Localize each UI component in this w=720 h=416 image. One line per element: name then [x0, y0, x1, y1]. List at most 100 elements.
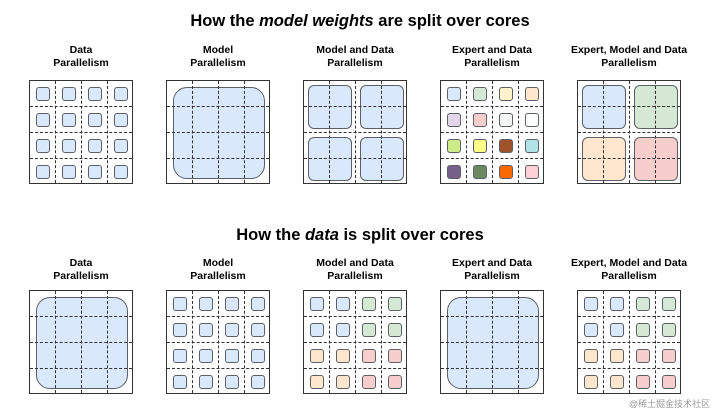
grid-line-vertical: [518, 291, 519, 393]
core-block: [173, 349, 187, 363]
core-block: [88, 165, 102, 179]
grid-line-vertical: [381, 81, 382, 183]
core-block: [199, 375, 213, 389]
panel-label-line: Parallelism: [190, 270, 246, 282]
core-block: [447, 139, 461, 153]
core-block: [308, 85, 352, 129]
core-block: [499, 139, 513, 153]
panel-label-line: Model: [202, 44, 234, 56]
panel-label-line: Parallelism: [190, 57, 246, 69]
core-block: [114, 87, 128, 101]
data-expert-model-data-parallelism: [577, 290, 681, 394]
core-block: [251, 297, 265, 311]
panel-label-line: Parallelism: [53, 270, 109, 282]
core-block: [36, 165, 50, 179]
core-block: [662, 297, 676, 311]
weights-expert-model-data-parallelism: [577, 80, 681, 184]
weights-expert-data-parallelism: [440, 80, 544, 184]
grid-line-vertical: [107, 81, 108, 183]
core-block: [473, 87, 487, 101]
panel-label: Data Parallelism: [6, 257, 156, 283]
core-block: [199, 297, 213, 311]
grid-line-vertical: [655, 81, 656, 183]
core-block: [336, 349, 350, 363]
core-block: [447, 87, 461, 101]
core-block: [610, 297, 624, 311]
data-model-data-parallelism: [303, 290, 407, 394]
grid-line-horizontal: [578, 342, 680, 343]
core-block: [362, 323, 376, 337]
grid-line-horizontal: [578, 132, 680, 133]
core-block: [499, 87, 513, 101]
core-block: [662, 375, 676, 389]
core-block: [310, 297, 324, 311]
core-block: [610, 375, 624, 389]
core-block: [36, 139, 50, 153]
data-expert-data-parallelism: [440, 290, 544, 394]
core-block: [582, 137, 626, 181]
core-block: [114, 165, 128, 179]
data-model-parallelism: [166, 290, 270, 394]
grid-line-horizontal: [167, 132, 269, 133]
grid-line-horizontal: [167, 368, 269, 369]
core-block: [525, 87, 539, 101]
panel-label-line: Model and Data: [316, 44, 394, 56]
panel-label-line: Parallelism: [601, 270, 657, 282]
panel-label-line: Expert, Model and Data: [570, 44, 688, 56]
core-block: [636, 375, 650, 389]
grid-line-horizontal: [578, 158, 680, 159]
core-block: [388, 323, 402, 337]
core-block: [308, 137, 352, 181]
core-block: [225, 375, 239, 389]
weights-model-parallelism: [166, 80, 270, 184]
panel-label-line: Model: [202, 257, 234, 269]
core-block: [388, 297, 402, 311]
panel-label: Expert and Data Parallelism: [417, 44, 567, 70]
grid-line-horizontal: [441, 132, 543, 133]
core-block: [225, 297, 239, 311]
core-block: [225, 323, 239, 337]
grid-line-horizontal: [441, 368, 543, 369]
core-block: [634, 137, 678, 181]
core-block: [173, 323, 187, 337]
weights-model-data-parallelism: [303, 80, 407, 184]
core-block: [336, 375, 350, 389]
grid-line-horizontal: [304, 342, 406, 343]
grid-line-horizontal: [30, 158, 132, 159]
grid-line-vertical: [244, 291, 245, 393]
core-block: [199, 349, 213, 363]
grid-line-horizontal: [304, 368, 406, 369]
heading-model-weights: How the model weights are split over cor…: [190, 12, 530, 30]
data-data-parallelism: [29, 290, 133, 394]
core-block: [584, 349, 598, 363]
core-block: [173, 297, 187, 311]
panel-label: Model and Data Parallelism: [280, 257, 430, 283]
panel-label-line: Parallelism: [53, 57, 109, 69]
panel-label: Data Parallelism: [6, 44, 156, 70]
core-block: [62, 165, 76, 179]
panel-label: Model and Data Parallelism: [280, 44, 430, 70]
grid-line-vertical: [107, 291, 108, 393]
core-block: [388, 349, 402, 363]
core-block: [636, 349, 650, 363]
grid-line-horizontal: [30, 368, 132, 369]
core-block: [36, 113, 50, 127]
core-block: [388, 375, 402, 389]
panel-label-line: Expert, Model and Data: [570, 257, 688, 269]
grid-line-vertical: [518, 81, 519, 183]
core-block: [36, 297, 128, 389]
core-block: [114, 113, 128, 127]
grid-line-horizontal: [304, 132, 406, 133]
panel-label: Model Parallelism: [143, 257, 293, 283]
core-block: [251, 323, 265, 337]
watermark: @稀土掘金技术社区: [628, 399, 710, 409]
core-block: [199, 323, 213, 337]
core-block: [499, 165, 513, 179]
heading-emphasis: model weights: [259, 12, 374, 30]
panel-label-line: Parallelism: [601, 57, 657, 69]
core-block: [636, 323, 650, 337]
core-block: [360, 85, 404, 129]
core-block: [636, 297, 650, 311]
core-block: [310, 349, 324, 363]
heading-data: How the data is split over cores: [236, 226, 484, 244]
